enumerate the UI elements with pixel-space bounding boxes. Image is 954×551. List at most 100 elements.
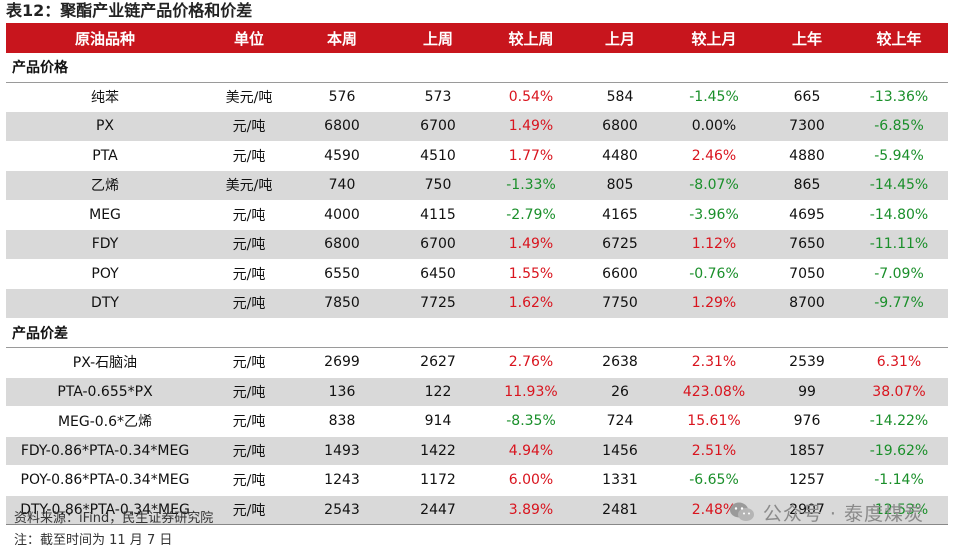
cell-yoy: -7.09% xyxy=(850,259,948,289)
cell-last-year: 1857 xyxy=(764,436,850,466)
cell-yoy: -13.36% xyxy=(850,82,948,112)
cell-yoy: -5.94% xyxy=(850,141,948,171)
cell-wow: 1.55% xyxy=(486,259,576,289)
cell-wow: 0.54% xyxy=(486,82,576,112)
cell-last-year: 2907 xyxy=(764,495,850,525)
table-row: FDY-0.86*PTA-0.34*MEG 元/吨 1493 1422 4.94% 145… xyxy=(6,436,948,466)
cell-mom: 2.51% xyxy=(664,436,764,466)
table-row: PTA-0.655*PX 元/吨 136 122 11.93% 26 423.08% 99 38… xyxy=(6,377,948,407)
cell-mom: -0.76% xyxy=(664,259,764,289)
table-row: FDY 元/吨 6800 6700 1.49% 6725 1.12% 7650 -11.11% xyxy=(6,229,948,260)
cell-name: 纯苯 xyxy=(6,82,204,112)
cell-wow: -8.35% xyxy=(486,406,576,437)
cell-wow: -1.33% xyxy=(486,170,576,201)
cell-last-month: 584 xyxy=(576,82,664,112)
cell-unit: 美元/吨 xyxy=(204,82,294,112)
watermark-text: 公众号 · 泰度煤炭 xyxy=(762,502,924,525)
cell-last-month: 4480 xyxy=(576,141,664,171)
table-row: 纯苯 美元/吨 576 573 0.54% 584 -1.45% 665 -13.36% xyxy=(6,82,948,112)
cell-name: POY xyxy=(6,259,204,289)
table-row: POY 元/吨 6550 6450 1.55% 6600 -0.76% 7050 -7.09% xyxy=(6,259,948,289)
table-row: MEG-0.6*乙烯 元/吨 838 914 -8.35% 724 15.61% 976 -14… xyxy=(6,406,948,437)
cell-last-month: 805 xyxy=(576,170,664,201)
cell-last-month: 6800 xyxy=(576,111,664,142)
cell-mom: -6.65% xyxy=(664,465,764,496)
cell-yoy: -19.62% xyxy=(850,436,948,466)
cell-yoy: 38.07% xyxy=(850,377,948,407)
cell-last-year: 1257 xyxy=(764,465,850,496)
cell-unit: 美元/吨 xyxy=(204,170,294,201)
wechat-icon xyxy=(729,502,754,521)
table-title: 表12：聚酯产业链产品价格和价差 xyxy=(6,1,253,20)
cell-this-week: 740 xyxy=(294,170,390,201)
cell-wow: 11.93% xyxy=(486,377,576,407)
cell-yoy: -14.45% xyxy=(850,170,948,201)
cell-this-week: 838 xyxy=(294,406,390,437)
cell-name: MEG-0.6*乙烯 xyxy=(6,406,204,437)
cell-name: DTY-0.86*PTA-0.34*MEG xyxy=(6,495,204,525)
header-cell: 原油品种 xyxy=(6,23,204,53)
cell-last-year: 7650 xyxy=(764,229,850,260)
cell-name: POY-0.86*PTA-0.34*MEG xyxy=(6,465,204,496)
cell-this-week: 1493 xyxy=(294,436,390,466)
cell-last-week: 573 xyxy=(390,82,486,112)
cell-last-year: 976 xyxy=(764,406,850,437)
cell-mom: 2.46% xyxy=(664,141,764,171)
cell-unit: 元/吨 xyxy=(204,200,294,230)
cell-last-week: 1422 xyxy=(390,436,486,466)
cell-name: MEG xyxy=(6,200,204,230)
cell-last-month: 26 xyxy=(576,377,664,407)
cell-last-year: 4880 xyxy=(764,141,850,171)
cell-mom: -1.45% xyxy=(664,82,764,112)
cell-wow: 4.94% xyxy=(486,436,576,466)
cell-unit: 元/吨 xyxy=(204,436,294,466)
cell-last-year: 8700 xyxy=(764,288,850,319)
cell-last-year: 7050 xyxy=(764,259,850,289)
table-body: 产品价格 纯苯 美元/吨 576 573 0.54% 584 -1.45% 665 -13.36%… xyxy=(6,53,948,525)
cell-unit: 元/吨 xyxy=(204,288,294,319)
cell-last-month: 6725 xyxy=(576,229,664,260)
cell-this-week: 4590 xyxy=(294,141,390,171)
cell-last-week: 2447 xyxy=(390,495,486,525)
cell-wow: 1.49% xyxy=(486,111,576,142)
cell-this-week: 6800 xyxy=(294,111,390,142)
cell-last-month: 2638 xyxy=(576,347,664,378)
table-row: PX 元/吨 6800 6700 1.49% 6800 0.00% 7300 -6.85% xyxy=(6,111,948,142)
cell-name: FDY xyxy=(6,229,204,260)
cell-name: DTY xyxy=(6,288,204,319)
cell-last-week: 6700 xyxy=(390,111,486,142)
cell-yoy: -6.85% xyxy=(850,111,948,142)
cell-wow: 1.77% xyxy=(486,141,576,171)
section-label: 产品价差 xyxy=(6,318,948,348)
header-cell: 上年 xyxy=(764,23,850,53)
cell-wow: 1.62% xyxy=(486,288,576,319)
cell-last-year: 2539 xyxy=(764,347,850,378)
table-row: PX-石脑油 元/吨 2699 2627 2.76% 2638 2.31% 2539 6.31% xyxy=(6,347,948,378)
price-table: 原油品种 单位 本周 上周 较上周 上月 较上月 上年 较上年 产品价格 纯苯 美元… xyxy=(6,23,948,525)
cell-last-week: 914 xyxy=(390,406,486,437)
cell-this-week: 4000 xyxy=(294,200,390,230)
source-note: 资料来源：iFind，民生证券研究院 xyxy=(14,511,214,526)
cell-wow: 1.49% xyxy=(486,229,576,260)
cell-last-year: 99 xyxy=(764,377,850,407)
table-row: DTY 元/吨 7850 7725 1.62% 7750 1.29% 8700 -9.77% xyxy=(6,288,948,319)
cell-last-week: 122 xyxy=(390,377,486,407)
cell-mom: 2.31% xyxy=(664,347,764,378)
cell-yoy: -11.11% xyxy=(850,229,948,260)
cell-unit: 元/吨 xyxy=(204,377,294,407)
cell-yoy: -14.80% xyxy=(850,200,948,230)
cell-last-week: 6450 xyxy=(390,259,486,289)
cell-this-week: 576 xyxy=(294,82,390,112)
cell-yoy: -12.53% xyxy=(850,495,948,525)
cell-unit: 元/吨 xyxy=(204,229,294,260)
table-row: MEG 元/吨 4000 4115 -2.79% 4165 -3.96% 4695 -14.80… xyxy=(6,200,948,230)
cell-last-month: 4165 xyxy=(576,200,664,230)
table-row: PTA 元/吨 4590 4510 1.77% 4480 2.46% 4880 -5.94% xyxy=(6,141,948,171)
cell-unit: 元/吨 xyxy=(204,141,294,171)
cell-mom: -3.96% xyxy=(664,200,764,230)
cell-mom: 423.08% xyxy=(664,377,764,407)
cell-this-week: 2699 xyxy=(294,347,390,378)
cell-wow: -2.79% xyxy=(486,200,576,230)
cell-last-week: 4510 xyxy=(390,141,486,171)
cell-wow: 3.89% xyxy=(486,495,576,525)
